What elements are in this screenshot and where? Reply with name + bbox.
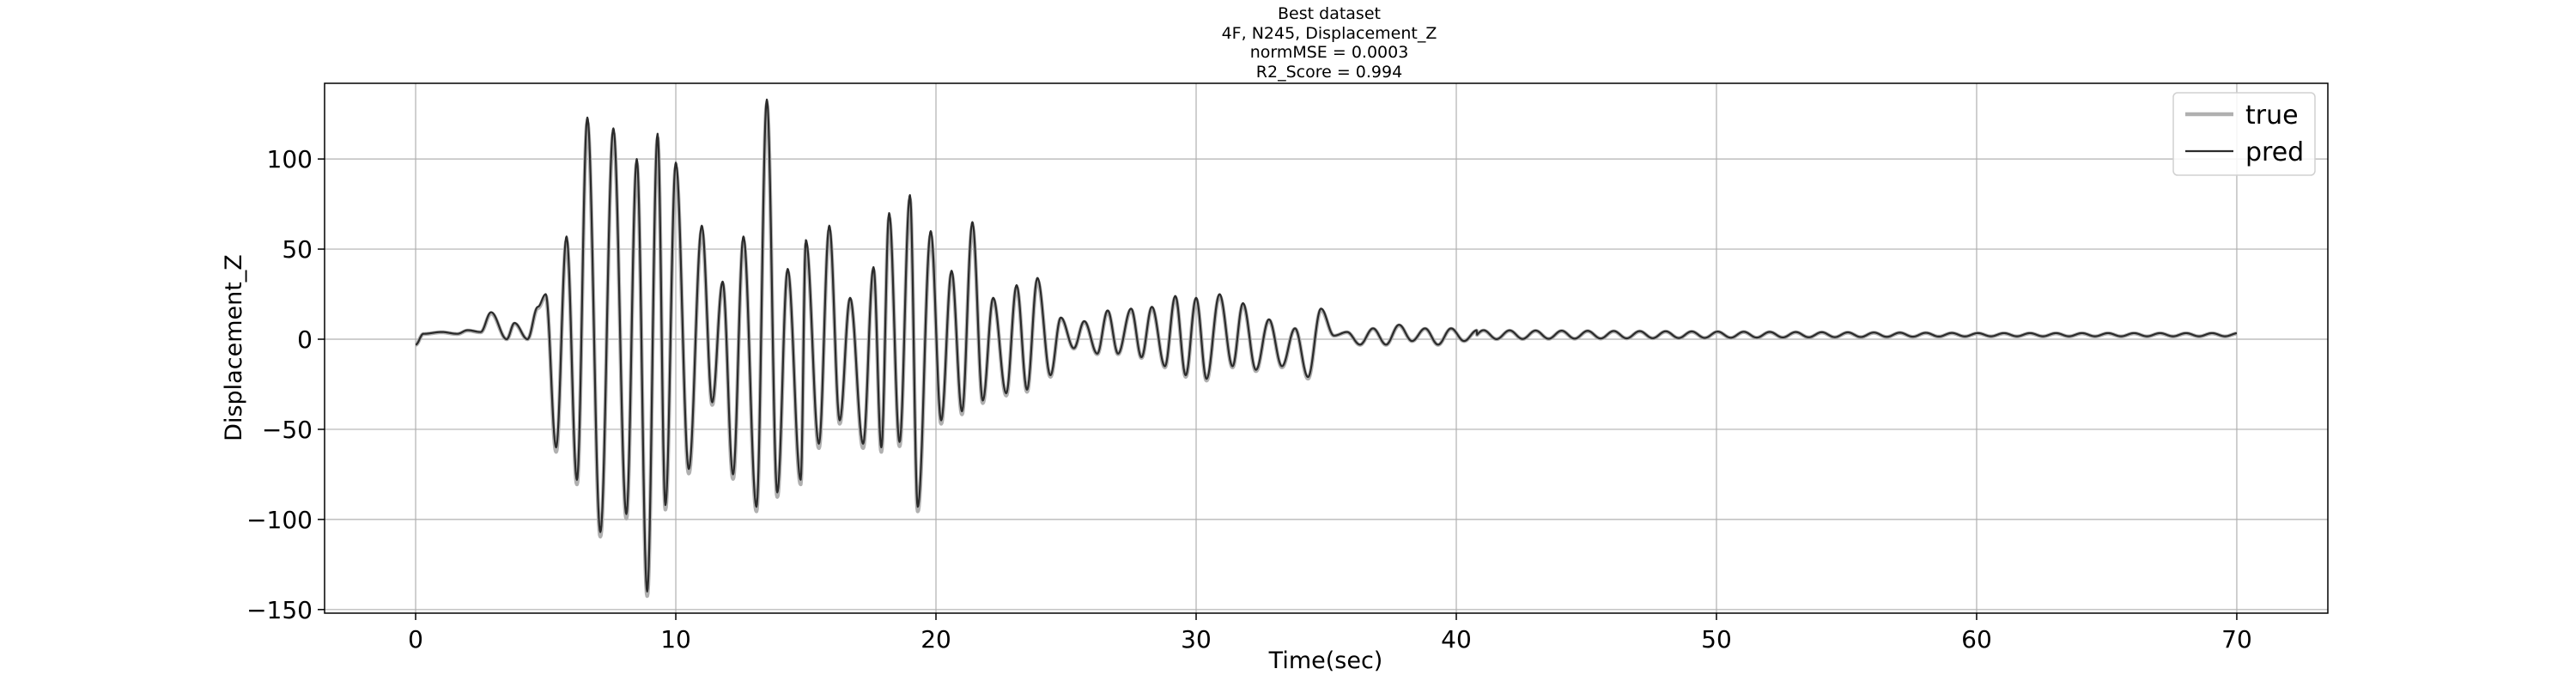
y-tick-label: −50 (262, 416, 313, 444)
grid (325, 83, 2328, 613)
series-line-pred (415, 98, 2238, 593)
x-tick-label: 10 (660, 625, 691, 654)
title-line: normMSE = 0.0003 (1250, 43, 1409, 62)
y-tick-label: 0 (297, 325, 313, 354)
y-axis-label: Displacement_Z (221, 254, 247, 441)
x-tick-label: 70 (2221, 625, 2252, 654)
title-line: R2_Score = 0.994 (1256, 63, 1402, 82)
y-tick-label: −150 (246, 596, 313, 624)
legend-label-true: true (2245, 100, 2299, 131)
ticks: 0 10 20 30 40 50 60 70 −150 −100 −50 0 50 100 (246, 145, 2252, 654)
series-line-true (414, 101, 2239, 599)
title-line: Best dataset (1278, 4, 1381, 23)
title-line: 4F, N245, Displacement_Z (1222, 24, 1437, 43)
x-axis-label: Time(sec) (1268, 647, 1383, 674)
y-tick-label: −100 (246, 506, 313, 534)
y-tick-label: 50 (282, 235, 313, 264)
x-tick-label: 40 (1441, 625, 1472, 654)
legend: true pred (2172, 92, 2316, 176)
x-tick-label: 50 (1701, 625, 1732, 654)
plot-frame (324, 82, 2329, 614)
legend-label-pred: pred (2245, 137, 2304, 167)
x-tick-label: 60 (1961, 625, 1992, 654)
x-tick-label: 20 (920, 625, 951, 654)
x-tick-label: 0 (408, 625, 423, 654)
y-tick-label: 100 (267, 145, 313, 173)
plot-series (414, 98, 2239, 599)
x-tick-label: 30 (1181, 625, 1212, 654)
chart-title: Best dataset 4F, N245, Displacement_Z no… (1222, 4, 1437, 82)
